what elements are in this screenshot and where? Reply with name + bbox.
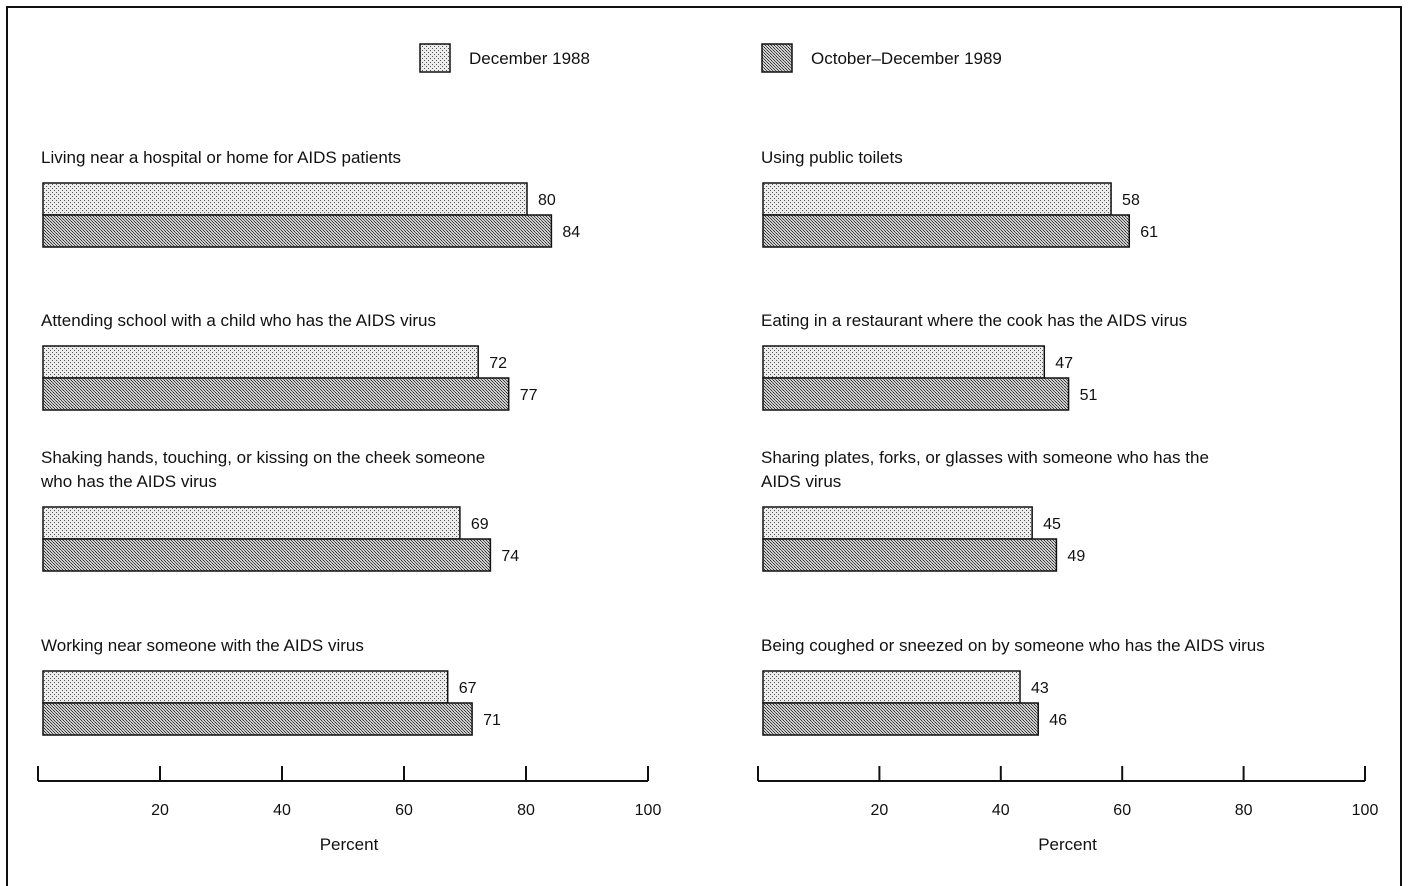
category-label: who has the AIDS virus <box>40 472 217 491</box>
bar-series-2 <box>762 538 1058 572</box>
chart-panels: Living near a hospital or home for AIDS … <box>37 148 1379 854</box>
x-tick-label: 20 <box>871 802 889 819</box>
data-label: 46 <box>1049 712 1067 729</box>
x-tick-label: 100 <box>635 802 662 819</box>
data-label: 43 <box>1031 680 1049 697</box>
bar-series-1 <box>42 670 449 704</box>
data-label: 67 <box>459 680 477 697</box>
category-label: Being coughed or sneezed on by someone w… <box>761 636 1265 655</box>
data-label: 49 <box>1067 548 1085 565</box>
legend-swatch-2 <box>761 43 793 73</box>
data-label: 69 <box>471 516 489 533</box>
data-label: 80 <box>538 192 556 209</box>
data-label: 77 <box>520 387 538 404</box>
legend-label-2: October–December 1989 <box>811 49 1002 68</box>
data-label: 45 <box>1043 516 1061 533</box>
bar-series-2 <box>762 214 1131 248</box>
data-label: 61 <box>1140 224 1158 241</box>
x-axis-title: Percent <box>1038 835 1097 854</box>
x-tick-label: 40 <box>273 802 291 819</box>
bar-series-1 <box>762 506 1033 540</box>
x-tick-label: 100 <box>1352 802 1379 819</box>
legend-label-1: December 1988 <box>469 49 590 68</box>
bar-series-1 <box>762 345 1046 379</box>
category-label: Using public toilets <box>761 148 903 167</box>
panel-1: Living near a hospital or home for AIDS … <box>37 148 662 854</box>
bar-series-2 <box>762 702 1039 736</box>
bar-series-2 <box>42 538 492 572</box>
x-tick-label: 40 <box>992 802 1010 819</box>
chart-frame <box>6 6 1402 886</box>
data-label: 58 <box>1122 192 1140 209</box>
category-label: Eating in a restaurant where the cook ha… <box>761 311 1187 330</box>
x-tick-label: 80 <box>1235 802 1253 819</box>
x-axis-title: Percent <box>320 835 379 854</box>
data-label: 51 <box>1080 387 1098 404</box>
bar-series-2 <box>762 377 1070 411</box>
category-label: Working near someone with the AIDS virus <box>41 636 364 655</box>
x-tick-label: 60 <box>395 802 413 819</box>
bar-series-1 <box>762 182 1112 216</box>
category-label: AIDS virus <box>761 472 841 491</box>
category-label: Sharing plates, forks, or glasses with s… <box>761 448 1209 467</box>
bar-series-2 <box>42 702 473 736</box>
bar-series-1 <box>42 182 528 216</box>
category-label: Shaking hands, touching, or kissing on t… <box>41 448 485 467</box>
bar-series-1 <box>42 506 461 540</box>
data-label: 47 <box>1055 355 1073 372</box>
legend: December 1988 October–December 1989 <box>419 43 1002 73</box>
legend-swatch-1 <box>419 43 451 73</box>
bar-series-2 <box>42 214 553 248</box>
data-label: 71 <box>483 712 501 729</box>
category-label: Attending school with a child who has th… <box>41 311 436 330</box>
data-label: 72 <box>489 355 507 372</box>
category-label: Living near a hospital or home for AIDS … <box>41 148 401 167</box>
x-tick-label: 20 <box>151 802 169 819</box>
x-tick-label: 80 <box>517 802 535 819</box>
data-label: 84 <box>562 224 580 241</box>
bar-series-1 <box>762 670 1021 704</box>
bar-series-2 <box>42 377 510 411</box>
x-tick-label: 60 <box>1113 802 1131 819</box>
bar-series-1 <box>42 345 479 379</box>
data-label: 74 <box>501 548 519 565</box>
